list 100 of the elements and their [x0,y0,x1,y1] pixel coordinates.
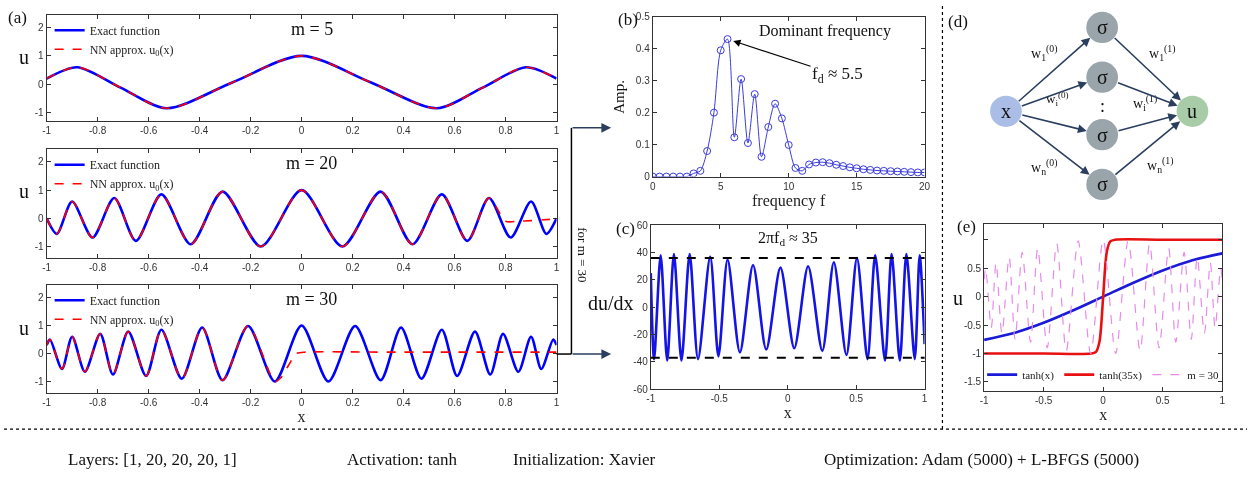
point [825,159,834,168]
point [696,166,705,175]
x-tick-label: 0.4 [396,261,411,273]
point [716,46,725,55]
x-axis-title: x [783,404,792,422]
point [852,164,861,173]
x-tick-label: -0.8 [89,125,107,137]
point [723,35,732,44]
x-axis-title: frequency f [752,191,826,210]
y-axis-title: Amp. [611,79,628,114]
x-tick-label: -0.4 [191,261,209,273]
line-series [650,252,925,362]
text: Initialization: Xavier [513,450,656,469]
point [866,165,875,174]
point [818,158,827,167]
point [845,163,854,172]
annotation: f$_{d}$ ≈ 5.5 [812,64,863,86]
x-tick-label: 5 [717,180,724,192]
y-tick-label: -1 [972,348,982,360]
y-tick-label: -1 [34,376,45,388]
y-tick-label: -1.5 [963,376,982,388]
x-tick-label: 1 [1219,395,1226,407]
x-tick-label: -0.8 [89,397,107,409]
y-tick-label: 0 [38,348,45,359]
text: (c) [616,219,635,238]
point [709,108,718,117]
y-axis-title: u [19,46,29,68]
point [805,160,814,169]
point [798,166,807,175]
point [764,123,773,132]
x-tick-label: 1 [553,261,560,273]
x-tick-label: 0.2 [345,397,360,409]
x-tick-label: 0.6 [447,261,462,273]
text: (b) [618,10,638,29]
x-tick-label: -0.6 [140,125,158,137]
text: Activation: tanh [347,450,458,469]
y-tick-label: -0.5 [963,319,982,331]
y-tick-label: -20 [633,329,649,341]
text: Layers: [1, 20, 20, 20, 1] [68,450,237,469]
x-tick-label: 20 [919,180,931,192]
legend-label: Exact function [89,293,160,308]
chart-title: m = 5 [291,19,334,39]
x-tick-label: 15 [851,180,863,192]
x-tick-label: 0.5 [849,393,864,405]
point [771,99,780,108]
y-tick-label: 20 [636,274,649,286]
point [757,152,766,161]
annotation: 2πf$_{d}$ ≈ 35 [758,229,818,249]
y-tick-label: 2 [38,156,45,168]
point [791,163,800,172]
point [913,168,922,177]
x-tick-label: 0 [1100,395,1107,407]
text: σ [1097,124,1108,146]
point [886,167,895,176]
y-tick-label: 40 [636,247,649,259]
text: σ [1097,173,1108,195]
y-axis-title: du/dx [588,292,634,314]
x-tick-label: 0.4 [396,397,411,409]
y-tick-label: 0.2 [635,107,651,119]
y-tick-label: 0.4 [635,43,651,55]
y-tick-label: 1 [38,319,45,331]
x-tick-label: 0.6 [447,397,462,409]
x-tick-label: 0.8 [498,397,513,409]
point [750,90,759,99]
text: Optimization: Adam (5000) + L-BFGS (5000) [824,450,1140,469]
y-tick-label: 0 [644,171,651,183]
point [907,168,915,177]
x-axis-title: x [297,408,306,426]
text: for m = 30 [574,227,590,283]
text: x [1001,100,1011,122]
annotation: Dominant frequency [759,22,891,40]
legend-label: m = 30 [1187,368,1220,381]
y-axis-title: u [953,287,963,309]
point [811,158,820,167]
x-tick-label: -0.2 [242,397,260,409]
point [839,162,848,171]
y-tick-label: 1 [38,50,45,62]
point [893,167,902,176]
x-tick-label: -0.6 [140,261,158,273]
point [743,139,752,148]
y-axis-title: u [19,317,29,339]
point [689,169,698,177]
text: (a) [8,8,27,27]
x-tick-label: -0.2 [242,125,260,137]
y-tick-label: 0 [38,78,45,90]
x-tick-label: 0.2 [345,125,360,137]
point [730,133,739,142]
x-tick-label: 0 [298,261,305,273]
text: σ [1097,16,1108,38]
y-tick-label: -1 [34,241,45,253]
text: u [1187,100,1197,122]
y-tick-label: 60 [636,219,649,231]
x-tick-label: -0.8 [89,261,107,273]
x-tick-label: 0 [298,125,305,137]
text: (e) [957,217,976,236]
x-tick-label: 0.2 [345,261,360,273]
legend-label: NN approx. u$_{0}$(x) [89,312,174,329]
x-tick-label: -0.5 [1035,395,1053,407]
x-tick-label: -0.5 [710,393,729,405]
point [737,75,746,84]
